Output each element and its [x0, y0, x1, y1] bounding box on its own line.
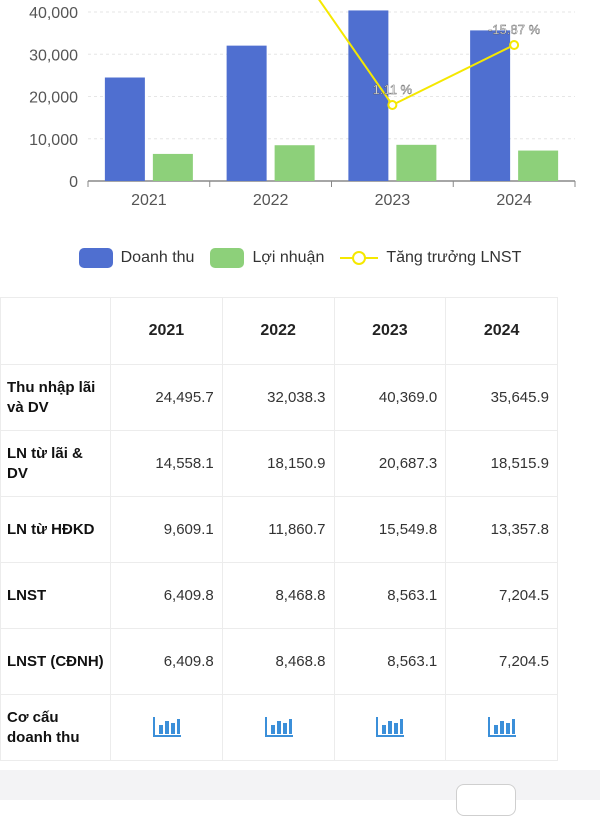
bar-loi-nhuan — [152, 153, 193, 181]
legend-item-doanh-thu[interactable]: Doanh thu — [78, 248, 195, 268]
table-cell: 18,150.9 — [221, 430, 335, 497]
x-tick-label: 2021 — [131, 192, 167, 209]
x-tick-label: 2023 — [375, 192, 411, 209]
table-cell: 7,204.5 — [445, 562, 558, 629]
legend-label-tang-truong: Tăng trưởng LNST — [386, 249, 522, 266]
header-year: 2021 — [110, 297, 223, 365]
row-label: LN từ HĐKD — [0, 496, 111, 563]
y-tick-label: 10,000 — [29, 132, 78, 149]
table-cell: 7,204.5 — [445, 628, 558, 695]
table-cell: 13,357.8 — [445, 496, 558, 563]
bar-doanh-thu — [348, 10, 389, 181]
table-cell: 8,563.1 — [333, 562, 447, 629]
bar-chart-icon[interactable] — [263, 713, 295, 743]
growth-label: 1.11 % — [373, 82, 413, 97]
table-cell: 32,038.3 — [221, 364, 335, 431]
next-section-header — [0, 770, 600, 816]
table-cell: 8,468.8 — [221, 628, 335, 695]
legend-swatch-tang-truong — [340, 248, 379, 268]
bar-doanh-thu — [104, 77, 145, 181]
structure-cell — [221, 694, 335, 761]
header-corner — [0, 297, 111, 365]
financial-table: 2021 2022 2023 2024 Thu nhập lãi và DV 2… — [0, 297, 558, 761]
table-cell: 11,860.7 — [221, 496, 335, 563]
chart-legend: Doanh thu Lợi nhuận Tăng trưởng LNST — [0, 248, 600, 268]
x-tick-label: 2022 — [253, 192, 289, 209]
growth-point — [509, 40, 520, 50]
table-cell: 20,687.3 — [333, 430, 447, 497]
table-cell: 35,645.9 — [445, 364, 558, 431]
y-tick-label: 20,000 — [29, 90, 78, 107]
table-cell: 24,495.7 — [110, 364, 223, 431]
growth-label: -15.87 % — [488, 22, 540, 37]
header-year: 2022 — [221, 297, 335, 365]
bar-chart-icon[interactable] — [486, 713, 518, 743]
bar-doanh-thu — [470, 30, 511, 181]
table-cell: 6,409.8 — [110, 628, 223, 695]
y-tick-label: 0 — [69, 174, 78, 191]
bar-loi-nhuan — [274, 145, 315, 181]
table-cell: 14,558.1 — [110, 430, 223, 497]
section-filter-button[interactable] — [456, 784, 516, 816]
legend-swatch-doanh-thu — [78, 248, 113, 268]
table-row: Thu nhập lãi và DV 24,495.7 32,038.3 40,… — [0, 364, 558, 431]
bar-chart-icon[interactable] — [151, 713, 183, 743]
table-cell: 9,609.1 — [110, 496, 223, 563]
growth-point — [387, 100, 398, 110]
legend-label-doanh-thu: Doanh thu — [120, 249, 195, 266]
legend-label-loi-nhuan: Lợi nhuận — [252, 249, 325, 266]
legend-item-tang-truong[interactable]: Tăng trưởng LNST — [340, 248, 521, 268]
row-label: LN từ lãi & DV — [0, 430, 111, 497]
table-cell: 18,515.9 — [445, 430, 558, 497]
bar-chart-icon[interactable] — [374, 713, 406, 743]
header-year: 2024 — [445, 297, 558, 365]
legend-swatch-loi-nhuan — [210, 248, 245, 268]
structure-cell — [445, 694, 558, 761]
table-row: LN từ lãi & DV 14,558.1 18,150.9 20,687.… — [0, 430, 558, 497]
header-year: 2023 — [333, 297, 447, 365]
x-tick-label: 2024 — [496, 192, 532, 209]
table-cell: 6,409.8 — [110, 562, 223, 629]
table-row: LNST 6,409.8 8,468.8 8,563.1 7,204.5 — [0, 562, 558, 629]
revenue-profit-chart: 0 10,000 20,000 30,000 40,000 2021 2022 2023 202… — [29, 0, 576, 209]
bar-loi-nhuan — [518, 150, 559, 181]
table-row: LN từ HĐKD 9,609.1 11,860.7 15,549.8 13,… — [0, 496, 558, 563]
table-row: LNST (CĐNH) 6,409.8 8,468.8 8,563.1 7,20… — [0, 628, 558, 695]
row-label: LNST — [0, 562, 111, 629]
table-header-row: 2021 2022 2023 2024 — [0, 297, 558, 365]
structure-cell — [110, 694, 223, 761]
table-cell: 8,468.8 — [221, 562, 335, 629]
row-label: Cơ cấu doanh thu — [0, 694, 111, 761]
structure-cell — [333, 694, 447, 761]
bar-doanh-thu — [226, 45, 267, 181]
y-tick-label: 40,000 — [29, 5, 78, 22]
table-cell: 40,369.0 — [333, 364, 447, 431]
y-tick-label: 30,000 — [29, 47, 78, 64]
table-row-structure: Cơ cấu doanh thu — [0, 694, 558, 761]
row-label: Thu nhập lãi và DV — [0, 364, 111, 431]
bar-loi-nhuan — [396, 144, 437, 181]
table-cell: 8,563.1 — [333, 628, 447, 695]
table-cell: 15,549.8 — [333, 496, 447, 563]
row-label: LNST (CĐNH) — [0, 628, 111, 695]
legend-item-loi-nhuan[interactable]: Lợi nhuận — [210, 248, 324, 268]
